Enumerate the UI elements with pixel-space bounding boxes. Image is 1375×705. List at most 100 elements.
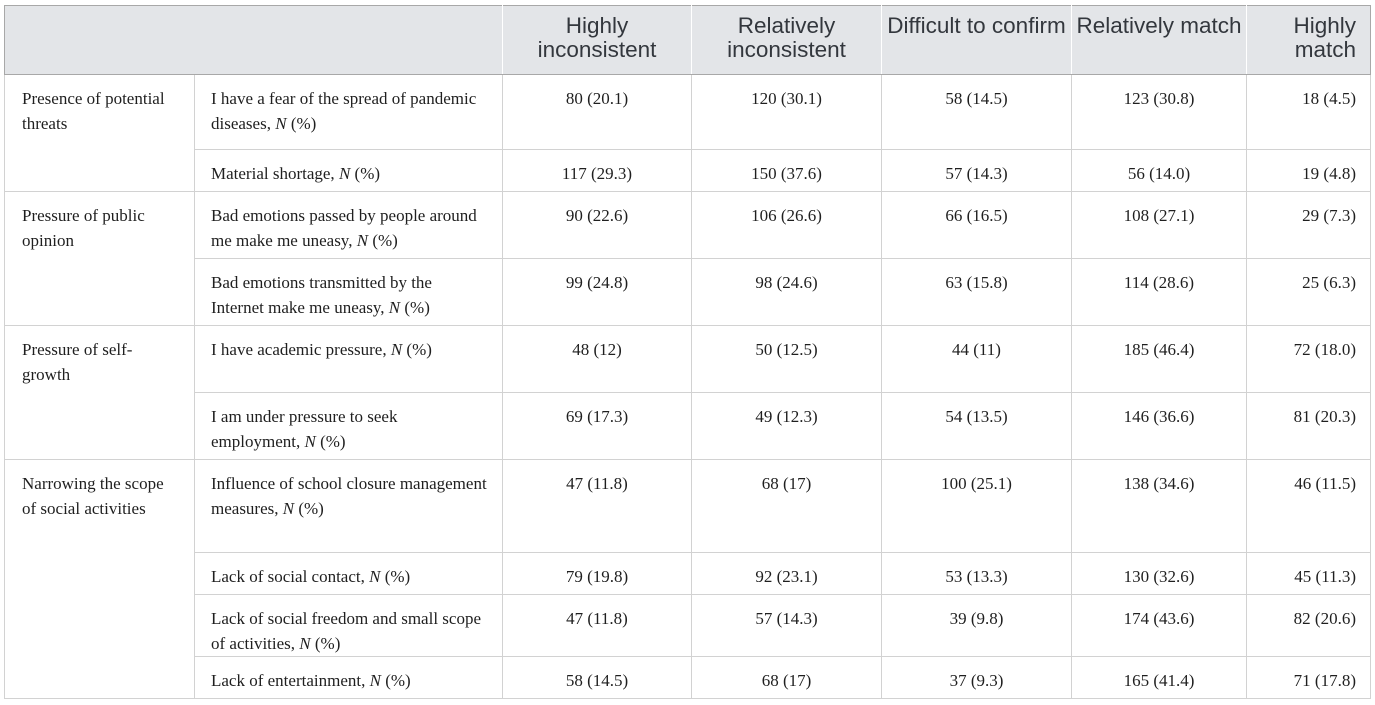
table-row: Pressure of self-growth I have academic p…	[4, 325, 1371, 460]
item-label-text: Lack of social contact,	[211, 567, 365, 586]
item-label-cell: Bad emotions passed by people around me …	[194, 191, 503, 259]
table-row: Lack of social freedom and small scope o…	[5, 594, 1371, 657]
value-cell: 99 (24.8)	[502, 258, 692, 326]
n-symbol: N	[275, 114, 287, 133]
n-symbol: N	[369, 567, 381, 586]
table-body: Presence of potential threats I have a fe…	[4, 74, 1371, 699]
value-cell: 47 (11.8)	[502, 594, 692, 657]
value-cell: 81 (20.3)	[1246, 392, 1371, 460]
value-cell: 68 (17)	[691, 656, 882, 699]
table-row: I am under pressure to seek employment, …	[5, 392, 1371, 460]
value-cell: 48 (12)	[502, 325, 692, 393]
item-label-cell: Bad emotions transmitted by the Internet…	[194, 258, 503, 326]
value-cell: 146 (36.6)	[1071, 392, 1247, 460]
value-cell: 117 (29.3)	[502, 149, 692, 192]
value-cell: 63 (15.8)	[881, 258, 1072, 326]
item-label-cell: I have academic pressure, N (%)	[194, 325, 503, 393]
table-row: Bad emotions transmitted by the Internet…	[5, 258, 1371, 326]
value-cell: 18 (4.5)	[1246, 74, 1371, 150]
header-relatively-inconsistent: Relatively inconsistent	[691, 5, 882, 75]
n-symbol: N	[338, 164, 351, 183]
n-symbol: N	[388, 298, 401, 317]
percent-symbol: (%)	[290, 114, 317, 133]
value-cell: 58 (14.5)	[502, 656, 692, 699]
percent-symbol: (%)	[384, 567, 411, 586]
value-cell: 92 (23.1)	[691, 552, 882, 595]
item-label-cell: I am under pressure to seek employment, …	[194, 392, 503, 460]
percent-symbol: (%)	[314, 634, 341, 653]
value-cell: 56 (14.0)	[1071, 149, 1247, 192]
category-cell: Narrowing the scope of social activities	[4, 459, 195, 699]
value-cell: 39 (9.8)	[881, 594, 1072, 657]
percent-symbol: (%)	[354, 164, 381, 183]
value-cell: 45 (11.3)	[1246, 552, 1371, 595]
item-label-text: Lack of entertainment,	[211, 671, 366, 690]
table-row: Presence of potential threats I have a fe…	[4, 74, 1371, 192]
percent-symbol: (%)	[298, 499, 324, 518]
n-symbol: N	[390, 340, 403, 359]
value-cell: 25 (6.3)	[1246, 258, 1371, 326]
header-blank-cell	[4, 5, 503, 75]
table-header: Highly inconsistent Relatively inconsist…	[4, 5, 1371, 75]
n-symbol: N	[282, 499, 295, 518]
value-cell: 37 (9.3)	[881, 656, 1072, 699]
header-highly-inconsistent: Highly inconsistent	[502, 5, 692, 75]
item-label-text: I am under pressure to seek employment,	[211, 407, 398, 451]
item-label-cell: Lack of entertainment, N (%)	[194, 656, 503, 699]
table-row: Narrowing the scope of social activities…	[4, 459, 1371, 699]
value-cell: 138 (34.6)	[1071, 459, 1247, 553]
n-symbol: N	[304, 432, 316, 451]
item-label-text: I have a fear of the spread of pandemic …	[211, 89, 477, 133]
table-row: Pressure of public opinion Bad emotions p…	[4, 191, 1371, 326]
item-label-text: Material shortage,	[211, 164, 335, 183]
value-cell: 46 (11.5)	[1246, 459, 1371, 553]
header-difficult-to-confirm: Difficult to confirm	[881, 5, 1072, 75]
value-cell: 174 (43.6)	[1071, 594, 1247, 657]
data-table: Highly inconsistent Relatively inconsist…	[4, 5, 1371, 699]
category-cell: Presence of potential threats	[4, 74, 195, 192]
value-cell: 71 (17.8)	[1246, 656, 1371, 699]
value-cell: 100 (25.1)	[881, 459, 1072, 553]
item-label-text: Influence of school closure management m…	[211, 474, 487, 518]
value-cell: 72 (18.0)	[1246, 325, 1371, 393]
item-label-cell: I have a fear of the spread of pandemic …	[194, 74, 503, 150]
value-cell: 165 (41.4)	[1071, 656, 1247, 699]
value-cell: 69 (17.3)	[502, 392, 692, 460]
value-cell: 68 (17)	[691, 459, 882, 553]
value-cell: 47 (11.8)	[502, 459, 692, 553]
value-cell: 54 (13.5)	[881, 392, 1072, 460]
value-cell: 114 (28.6)	[1071, 258, 1247, 326]
header-relatively-match: Relatively match	[1071, 5, 1247, 75]
value-cell: 90 (22.6)	[502, 191, 692, 259]
item-label-text: Bad emotions transmitted by the Internet…	[211, 273, 432, 317]
value-cell: 49 (12.3)	[691, 392, 882, 460]
value-cell: 150 (37.6)	[691, 149, 882, 192]
table-row: Lack of social contact, N (%) 79 (19.8) 92…	[5, 552, 1371, 595]
value-cell: 80 (20.1)	[502, 74, 692, 150]
n-symbol: N	[299, 634, 311, 653]
value-cell: 50 (12.5)	[691, 325, 882, 393]
n-symbol: N	[369, 671, 381, 690]
value-cell: 79 (19.8)	[502, 552, 692, 595]
percent-symbol: (%)	[320, 432, 346, 451]
value-cell: 58 (14.5)	[881, 74, 1072, 150]
percent-symbol: (%)	[372, 231, 398, 250]
item-label-cell: Lack of social freedom and small scope o…	[194, 594, 503, 657]
table-row: Material shortage, N (%) 117 (29.3) 150 (3…	[5, 149, 1371, 192]
percent-symbol: (%)	[385, 671, 411, 690]
value-cell: 44 (11)	[881, 325, 1072, 393]
value-cell: 66 (16.5)	[881, 191, 1072, 259]
value-cell: 130 (32.6)	[1071, 552, 1247, 595]
item-label-text: Bad emotions passed by people around me …	[211, 206, 477, 250]
value-cell: 57 (14.3)	[691, 594, 882, 657]
value-cell: 82 (20.6)	[1246, 594, 1371, 657]
percent-symbol: (%)	[406, 340, 432, 359]
header-row: Highly inconsistent Relatively inconsist…	[4, 5, 1371, 75]
value-cell: 29 (7.3)	[1246, 191, 1371, 259]
value-cell: 106 (26.6)	[691, 191, 882, 259]
value-cell: 108 (27.1)	[1071, 191, 1247, 259]
item-label-cell: Material shortage, N (%)	[194, 149, 503, 192]
header-highly-match: Highly match	[1246, 5, 1371, 75]
value-cell: 53 (13.3)	[881, 552, 1072, 595]
item-label-cell: Influence of school closure management m…	[194, 459, 503, 553]
